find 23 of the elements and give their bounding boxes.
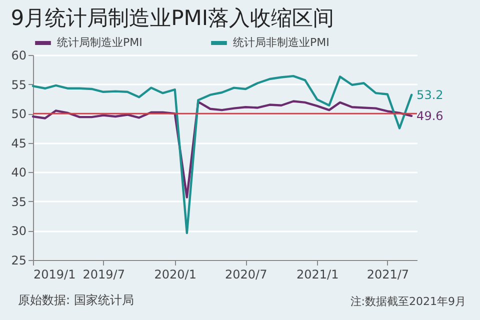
y-tick-label: 30 — [11, 224, 26, 238]
x-tick-label: 2020/7 — [224, 268, 268, 282]
text: 原始数据: 国家统计局 — [18, 292, 134, 309]
line-series — [32, 74, 413, 234]
y-tick-label: 35 — [11, 194, 26, 209]
y-tick-label: 25 — [11, 254, 26, 268]
y-tick-label: 40 — [11, 166, 26, 180]
data-label: 49.6 — [416, 108, 444, 123]
x-tick-label: 2021/1 — [296, 268, 339, 282]
y-tick-label: 60 — [11, 48, 26, 62]
y-tick-label: 55 — [11, 78, 26, 92]
x-tick-label: 2020/1 — [154, 268, 196, 282]
legend-label: 统计局非制造业PMI — [233, 36, 330, 49]
text: 注:数据截至2021年9月 — [350, 294, 466, 309]
chart-title: 9月统计局制造业PMI落入收缩区间 — [10, 6, 334, 30]
x-tick-label: 2019/7 — [82, 268, 125, 282]
legend-label: 统计局制造业PMI — [57, 36, 142, 49]
data-label: 53.2 — [416, 88, 444, 102]
line-series — [32, 100, 413, 198]
y-tick-label: 45 — [11, 136, 26, 150]
x-tick-label: 2021/7 — [366, 268, 410, 282]
x-tick-label: 2019/1 — [34, 268, 76, 282]
y-tick-label: 50 — [11, 107, 26, 122]
